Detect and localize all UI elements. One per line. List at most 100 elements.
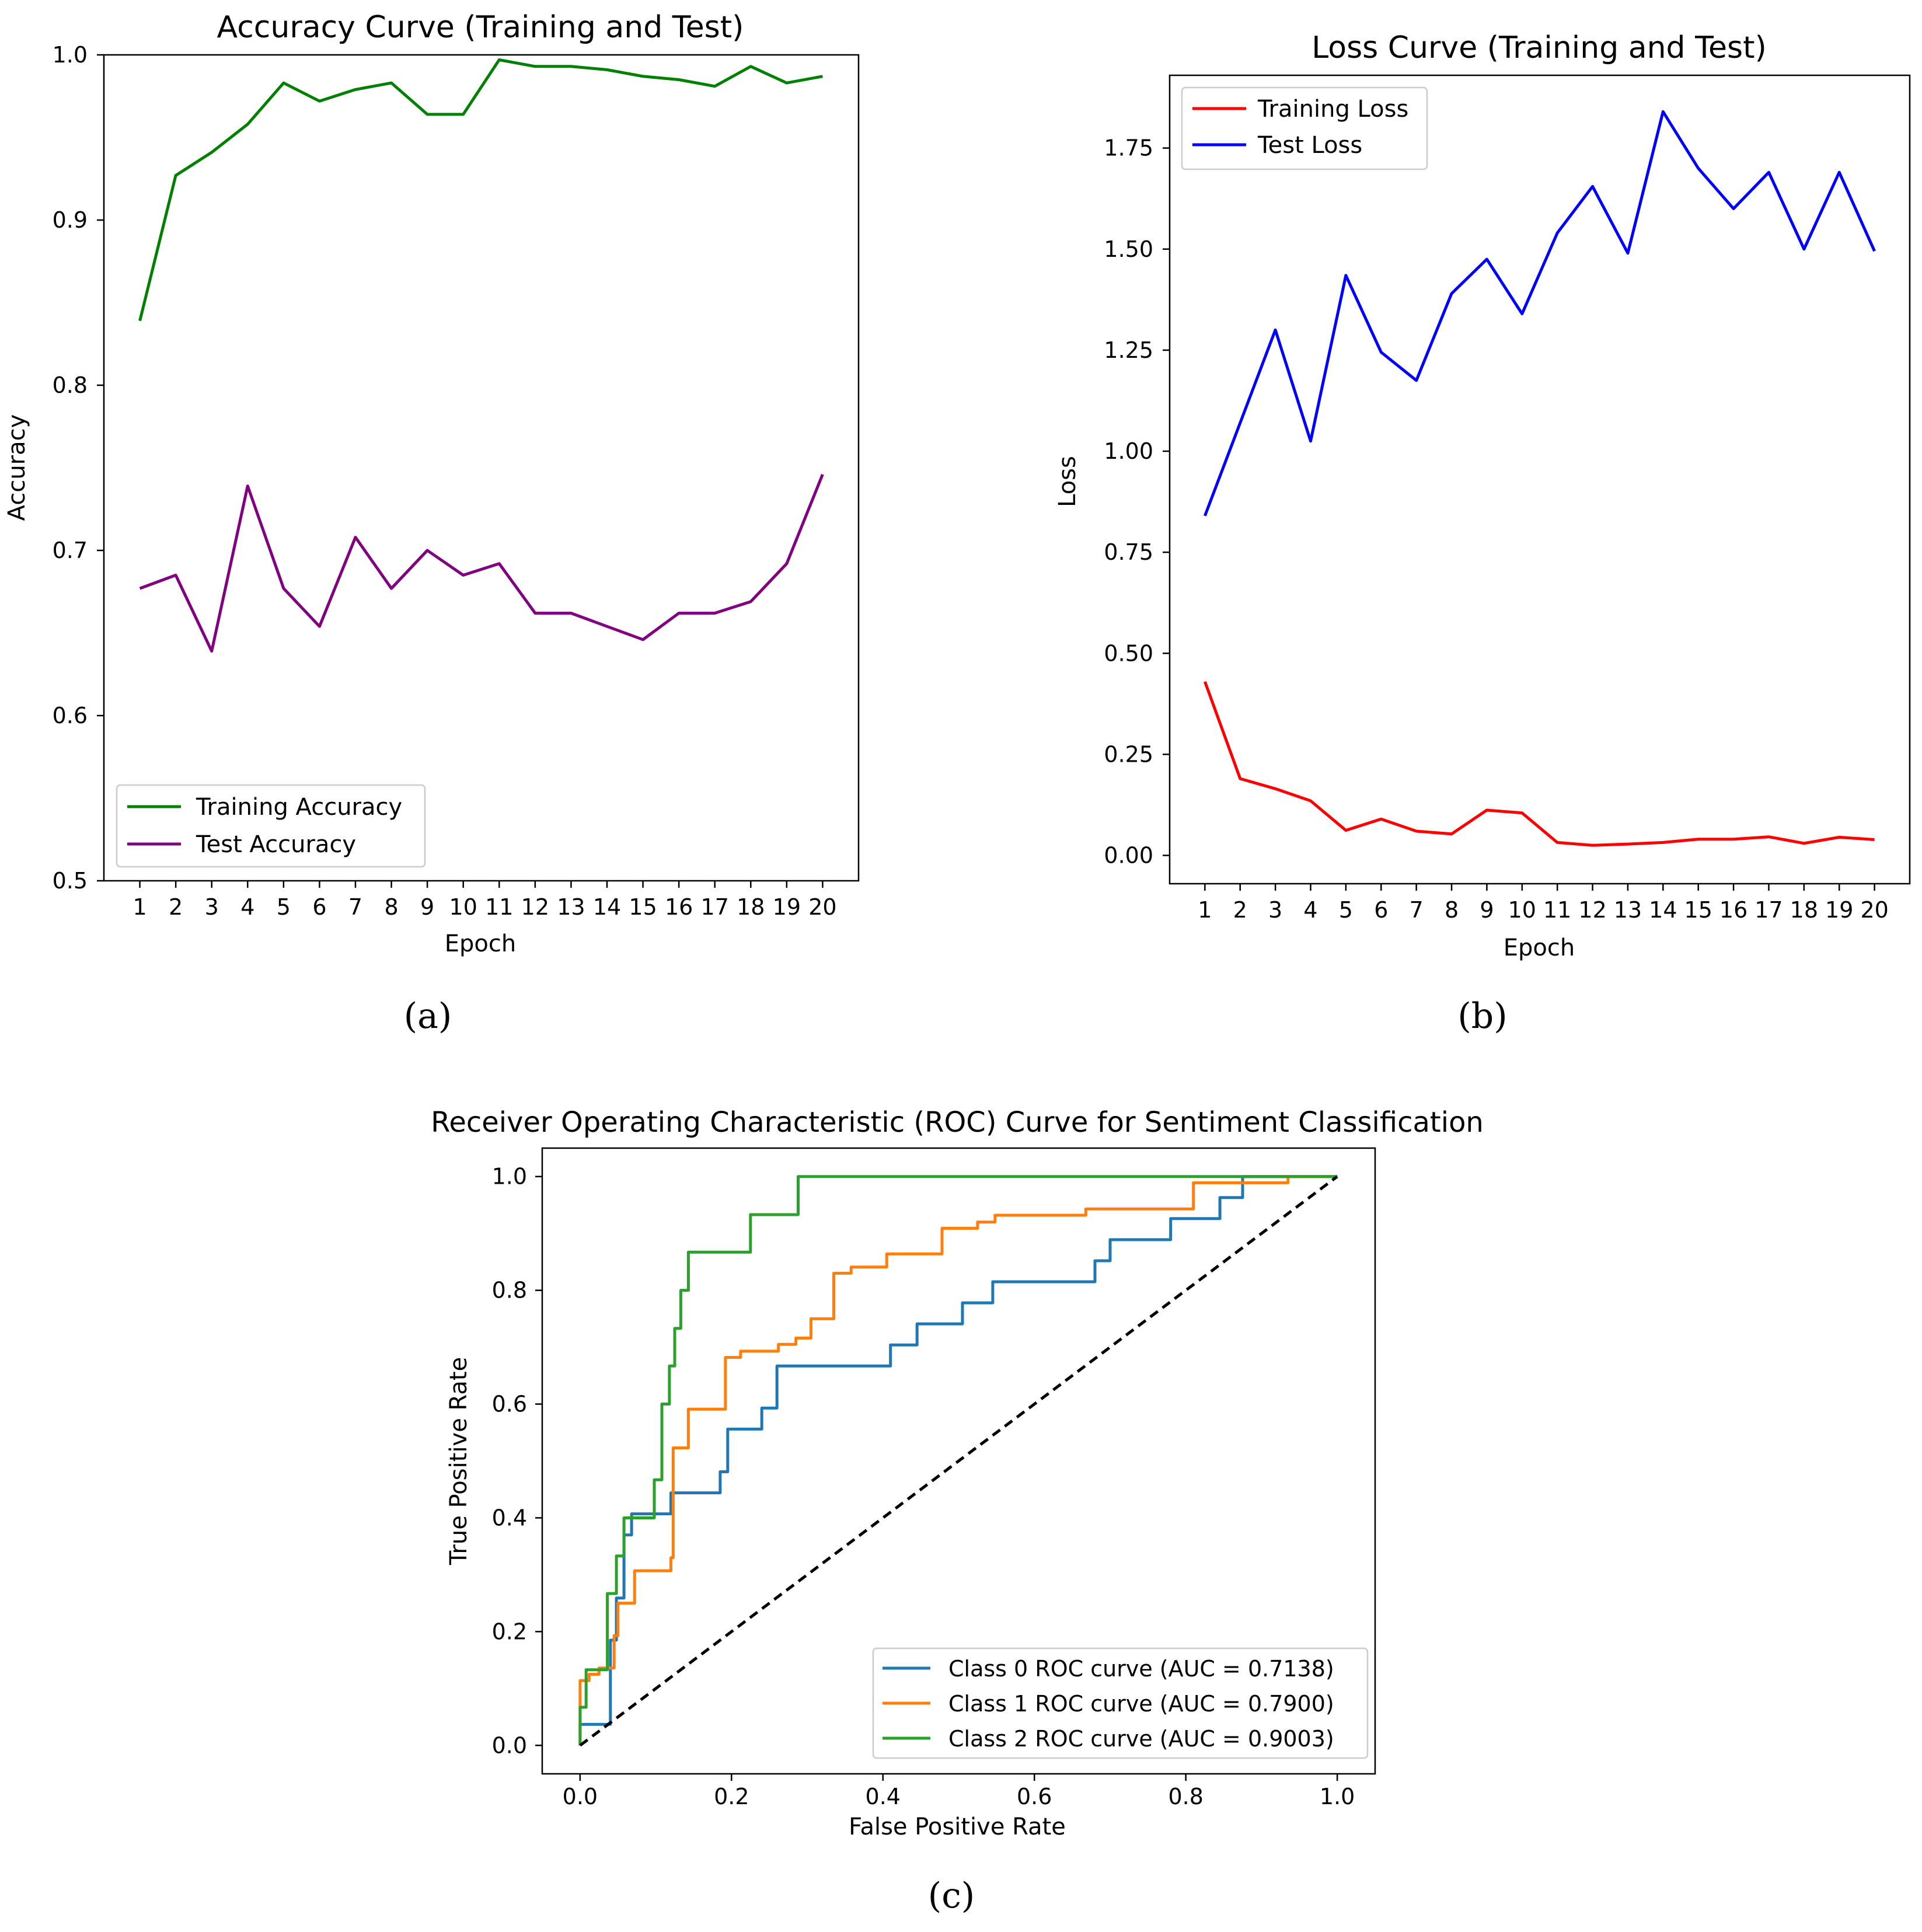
legend: Class 0 ROC curve (AUC = 0.7138) Class 1… [872, 1647, 1369, 1759]
y-ticks: 0.00 0.25 0.50 0.75 1.00 1.25 1.50 1.75 [1104, 135, 1170, 869]
x-tick-label: 7 [348, 894, 362, 920]
x-tick-label: 13 [1614, 897, 1642, 923]
accuracy-chart: Accuracy Curve (Training and Test) Epoch… [4, 10, 860, 1037]
x-tick-label: 8 [1445, 897, 1459, 923]
series-line-training-accuracy [138, 58, 823, 322]
series-line-test-accuracy [139, 473, 824, 653]
y-tick-label: 0.8 [492, 1278, 527, 1303]
x-tick-label: 0.8 [1168, 1784, 1203, 1809]
x-tick-label: 20 [808, 894, 836, 920]
legend: Training Accuracy Test Accuracy [116, 784, 426, 868]
panel-label: (a) [404, 996, 452, 1037]
y-tick-label: 0.2 [492, 1619, 527, 1644]
axes-frame [103, 54, 860, 882]
y-tick-label: 1.00 [1104, 438, 1153, 464]
y-tick-label: 0.7 [53, 538, 88, 563]
y-tick-label: 1.75 [1104, 135, 1153, 161]
y-tick-label: 0.50 [1104, 640, 1153, 666]
x-tick-label: 19 [773, 894, 801, 920]
x-tick-label: 4 [1303, 897, 1317, 923]
legend: Training Loss Test Loss [1181, 86, 1428, 170]
x-tick-label: 2 [1233, 897, 1247, 923]
x-tick-label: 0.6 [1017, 1784, 1052, 1809]
x-tick-label: 0.4 [866, 1784, 901, 1809]
x-tick-label: 1 [1198, 897, 1212, 923]
series-line-class-1-roc-curve-auc-0-7900 [578, 1175, 1338, 1746]
x-tick-label: 16 [1719, 897, 1747, 923]
x-tick-label: 5 [277, 894, 291, 920]
panel-label: (b) [1457, 996, 1507, 1037]
y-tick-label: 0.00 [1104, 843, 1153, 869]
series-lines [1204, 110, 1876, 847]
x-tick-label: 9 [1480, 897, 1494, 923]
x-axis-label: False Positive Rate [849, 1814, 1066, 1840]
x-tick-label: 18 [737, 894, 765, 920]
x-tick-label: 11 [485, 894, 513, 920]
y-tick-label: 0.4 [492, 1505, 527, 1530]
x-tick-label: 12 [521, 894, 549, 920]
x-tick-label: 7 [1410, 897, 1424, 923]
y-tick-label: 1.0 [53, 42, 88, 68]
legend-label: Class 2 ROC curve (AUC = 0.9003) [948, 1726, 1334, 1752]
x-tick-label: 5 [1339, 897, 1353, 923]
y-axis-label: Loss [1054, 456, 1081, 507]
x-tick-label: 17 [1754, 897, 1783, 923]
x-tick-label: 2 [169, 894, 183, 920]
y-axis-label: Accuracy [4, 414, 30, 521]
y-tick-label: 0.8 [53, 372, 88, 398]
x-tick-label: 10 [1508, 897, 1536, 923]
y-tick-label: 0.25 [1104, 741, 1153, 767]
series-line-class-0-roc-curve-auc-0-7138 [578, 1175, 1338, 1746]
y-tick-label: 0.5 [53, 868, 88, 894]
x-tick-label: 19 [1825, 897, 1853, 923]
chart-title: Loss Curve (Training and Test) [1311, 30, 1767, 65]
x-tick-label: 16 [665, 894, 693, 920]
x-tick-label: 15 [1684, 897, 1712, 923]
x-tick-label: 18 [1790, 897, 1818, 923]
x-tick-label: 13 [557, 894, 585, 920]
x-tick-label: 3 [205, 894, 219, 920]
x-tick-label: 1.0 [1320, 1784, 1355, 1809]
y-tick-label: 0.75 [1104, 539, 1153, 565]
chance-diagonal-line [579, 1175, 1338, 1747]
y-tick-label: 0.6 [492, 1392, 527, 1417]
x-tick-label: 1 [132, 894, 146, 920]
panel-label: (c) [928, 1875, 975, 1916]
x-tick-label: 14 [593, 894, 621, 920]
y-axis-label: True Positive Rate [445, 1357, 472, 1565]
y-ticks: 0.0 0.2 0.4 0.6 0.8 1.0 [492, 1164, 542, 1758]
chart-title: Receiver Operating Characteristic (ROC) … [431, 1106, 1484, 1139]
series-lines [138, 58, 824, 653]
x-tick-label: 0.0 [563, 1784, 598, 1809]
x-tick-label: 10 [449, 894, 477, 920]
legend-label: Test Loss [1257, 132, 1362, 159]
x-ticks: 1 2 3 4 5 6 7 8 9 10 11 12 13 14 15 16 17 18 19 20 [1198, 884, 1889, 923]
y-tick-label: 1.25 [1104, 337, 1153, 363]
legend-label: Test Accuracy [196, 831, 356, 858]
y-tick-label: 0.9 [53, 207, 88, 233]
axes-frame [1168, 74, 1911, 885]
legend-box [872, 1647, 1369, 1759]
axes-frame [541, 1147, 1376, 1775]
series-line-class-2-roc-curve-auc-0-9003 [578, 1175, 1338, 1746]
series-lines [578, 1175, 1338, 1747]
x-tick-label: 12 [1578, 897, 1606, 923]
x-tick-label: 20 [1860, 897, 1888, 923]
x-tick-label: 6 [312, 894, 326, 920]
series-line-test-loss [1204, 110, 1876, 517]
legend-box [116, 784, 426, 868]
x-tick-label: 0.2 [714, 1784, 749, 1809]
x-tick-label: 3 [1268, 897, 1282, 923]
legend-label: Class 0 ROC curve (AUC = 0.7138) [948, 1656, 1334, 1682]
y-tick-label: 0.6 [53, 703, 88, 728]
x-tick-label: 8 [384, 894, 398, 920]
legend-label: Training Accuracy [196, 794, 402, 821]
x-tick-label: 4 [240, 894, 254, 920]
x-ticks: 1 2 3 4 5 6 7 8 9 10 11 12 13 14 15 16 17 18 19 20 [132, 881, 837, 920]
series-line-training-loss [1204, 681, 1875, 847]
roc-chart: Receiver Operating Characteristic (ROC) … [431, 1106, 1484, 1916]
loss-chart: Loss Curve (Training and Test) Epoch Los… [1054, 30, 1911, 1037]
x-tick-label: 15 [629, 894, 657, 920]
